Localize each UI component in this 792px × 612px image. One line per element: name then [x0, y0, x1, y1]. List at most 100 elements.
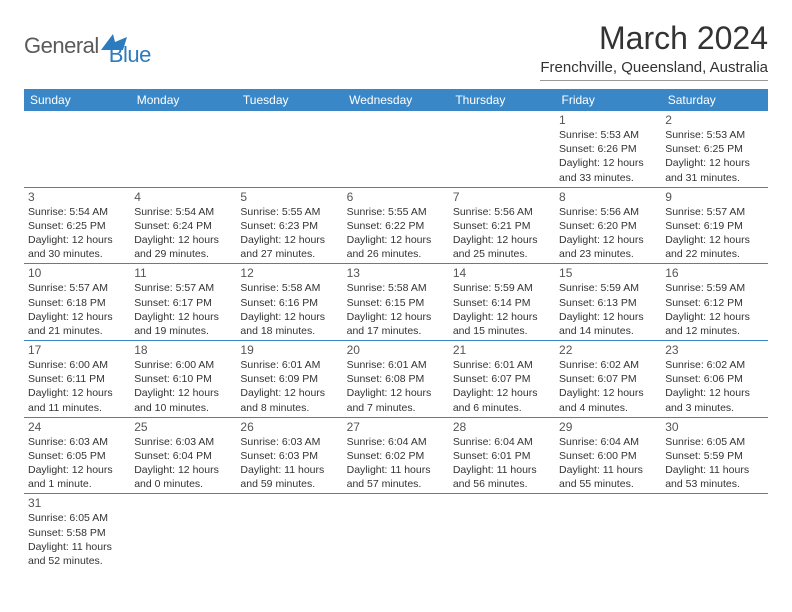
day-number: 2: [665, 113, 763, 127]
sunset-text: Sunset: 6:19 PM: [665, 219, 763, 233]
calendar-header-row: SundayMondayTuesdayWednesdayThursdayFrid…: [24, 89, 768, 111]
day-info: Sunrise: 5:57 AMSunset: 6:17 PMDaylight:…: [134, 281, 232, 338]
calendar-day-cell: [343, 494, 449, 570]
sunrise-text: Sunrise: 6:03 AM: [240, 435, 338, 449]
sunrise-text: Sunrise: 5:57 AM: [665, 205, 763, 219]
day-number: 11: [134, 266, 232, 280]
calendar-day-cell: [236, 111, 342, 187]
sunrise-text: Sunrise: 6:02 AM: [665, 358, 763, 372]
calendar-day-cell: 4Sunrise: 5:54 AMSunset: 6:24 PMDaylight…: [130, 187, 236, 264]
calendar-week-row: 10Sunrise: 5:57 AMSunset: 6:18 PMDayligh…: [24, 264, 768, 341]
sunset-text: Sunset: 6:11 PM: [28, 372, 126, 386]
daylight-text: Daylight: 12 hours and 31 minutes.: [665, 156, 763, 184]
day-info: Sunrise: 5:55 AMSunset: 6:23 PMDaylight:…: [240, 205, 338, 262]
weekday-header: Wednesday: [343, 89, 449, 111]
day-info: Sunrise: 6:00 AMSunset: 6:11 PMDaylight:…: [28, 358, 126, 415]
day-number: 28: [453, 420, 551, 434]
calendar-day-cell: 29Sunrise: 6:04 AMSunset: 6:00 PMDayligh…: [555, 417, 661, 494]
weekday-header: Monday: [130, 89, 236, 111]
sunrise-text: Sunrise: 5:59 AM: [559, 281, 657, 295]
day-info: Sunrise: 5:59 AMSunset: 6:13 PMDaylight:…: [559, 281, 657, 338]
day-number: 7: [453, 190, 551, 204]
calendar-day-cell: 24Sunrise: 6:03 AMSunset: 6:05 PMDayligh…: [24, 417, 130, 494]
calendar-day-cell: 8Sunrise: 5:56 AMSunset: 6:20 PMDaylight…: [555, 187, 661, 264]
calendar-day-cell: 12Sunrise: 5:58 AMSunset: 6:16 PMDayligh…: [236, 264, 342, 341]
day-number: 12: [240, 266, 338, 280]
sunset-text: Sunset: 6:22 PM: [347, 219, 445, 233]
calendar-day-cell: [555, 494, 661, 570]
daylight-text: Daylight: 11 hours and 56 minutes.: [453, 463, 551, 491]
day-number: 5: [240, 190, 338, 204]
calendar-day-cell: 16Sunrise: 5:59 AMSunset: 6:12 PMDayligh…: [661, 264, 767, 341]
sunrise-text: Sunrise: 5:57 AM: [28, 281, 126, 295]
sunrise-text: Sunrise: 6:04 AM: [559, 435, 657, 449]
sunrise-text: Sunrise: 5:54 AM: [28, 205, 126, 219]
daylight-text: Daylight: 12 hours and 27 minutes.: [240, 233, 338, 261]
daylight-text: Daylight: 11 hours and 52 minutes.: [28, 540, 126, 568]
daylight-text: Daylight: 12 hours and 8 minutes.: [240, 386, 338, 414]
calendar-day-cell: 14Sunrise: 5:59 AMSunset: 6:14 PMDayligh…: [449, 264, 555, 341]
day-info: Sunrise: 5:57 AMSunset: 6:18 PMDaylight:…: [28, 281, 126, 338]
weekday-header: Sunday: [24, 89, 130, 111]
calendar-day-cell: 9Sunrise: 5:57 AMSunset: 6:19 PMDaylight…: [661, 187, 767, 264]
calendar-day-cell: [449, 111, 555, 187]
calendar-day-cell: [343, 111, 449, 187]
logo: General Blue: [24, 24, 151, 68]
daylight-text: Daylight: 12 hours and 11 minutes.: [28, 386, 126, 414]
day-number: 4: [134, 190, 232, 204]
day-number: 24: [28, 420, 126, 434]
sunset-text: Sunset: 6:12 PM: [665, 296, 763, 310]
day-number: 6: [347, 190, 445, 204]
sunrise-text: Sunrise: 6:02 AM: [559, 358, 657, 372]
sunset-text: Sunset: 6:06 PM: [665, 372, 763, 386]
sunset-text: Sunset: 6:25 PM: [665, 142, 763, 156]
month-title: March 2024: [540, 20, 768, 57]
sunrise-text: Sunrise: 5:58 AM: [240, 281, 338, 295]
day-number: 17: [28, 343, 126, 357]
sunrise-text: Sunrise: 6:05 AM: [665, 435, 763, 449]
calendar-day-cell: 1Sunrise: 5:53 AMSunset: 6:26 PMDaylight…: [555, 111, 661, 187]
daylight-text: Daylight: 12 hours and 19 minutes.: [134, 310, 232, 338]
sunrise-text: Sunrise: 5:57 AM: [134, 281, 232, 295]
day-number: 13: [347, 266, 445, 280]
day-number: 3: [28, 190, 126, 204]
sunset-text: Sunset: 6:23 PM: [240, 219, 338, 233]
day-info: Sunrise: 6:01 AMSunset: 6:09 PMDaylight:…: [240, 358, 338, 415]
sunset-text: Sunset: 6:07 PM: [453, 372, 551, 386]
day-number: 9: [665, 190, 763, 204]
calendar-week-row: 17Sunrise: 6:00 AMSunset: 6:11 PMDayligh…: [24, 341, 768, 418]
calendar-day-cell: [130, 111, 236, 187]
calendar-day-cell: 25Sunrise: 6:03 AMSunset: 6:04 PMDayligh…: [130, 417, 236, 494]
calendar-day-cell: 18Sunrise: 6:00 AMSunset: 6:10 PMDayligh…: [130, 341, 236, 418]
day-info: Sunrise: 6:03 AMSunset: 6:03 PMDaylight:…: [240, 435, 338, 492]
calendar-day-cell: 6Sunrise: 5:55 AMSunset: 6:22 PMDaylight…: [343, 187, 449, 264]
sunrise-text: Sunrise: 5:55 AM: [240, 205, 338, 219]
day-number: 14: [453, 266, 551, 280]
sunrise-text: Sunrise: 6:03 AM: [28, 435, 126, 449]
sunset-text: Sunset: 6:10 PM: [134, 372, 232, 386]
sunrise-text: Sunrise: 6:04 AM: [347, 435, 445, 449]
calendar-day-cell: 10Sunrise: 5:57 AMSunset: 6:18 PMDayligh…: [24, 264, 130, 341]
sunset-text: Sunset: 6:09 PM: [240, 372, 338, 386]
sunset-text: Sunset: 6:01 PM: [453, 449, 551, 463]
day-number: 26: [240, 420, 338, 434]
calendar-day-cell: 13Sunrise: 5:58 AMSunset: 6:15 PMDayligh…: [343, 264, 449, 341]
day-number: 15: [559, 266, 657, 280]
day-number: 10: [28, 266, 126, 280]
sunset-text: Sunset: 6:07 PM: [559, 372, 657, 386]
day-info: Sunrise: 5:58 AMSunset: 6:15 PMDaylight:…: [347, 281, 445, 338]
sunset-text: Sunset: 6:16 PM: [240, 296, 338, 310]
calendar-day-cell: 19Sunrise: 6:01 AMSunset: 6:09 PMDayligh…: [236, 341, 342, 418]
daylight-text: Daylight: 12 hours and 29 minutes.: [134, 233, 232, 261]
daylight-text: Daylight: 12 hours and 4 minutes.: [559, 386, 657, 414]
day-number: 8: [559, 190, 657, 204]
day-info: Sunrise: 6:04 AMSunset: 6:02 PMDaylight:…: [347, 435, 445, 492]
daylight-text: Daylight: 11 hours and 59 minutes.: [240, 463, 338, 491]
sunrise-text: Sunrise: 5:55 AM: [347, 205, 445, 219]
day-info: Sunrise: 6:05 AMSunset: 5:59 PMDaylight:…: [665, 435, 763, 492]
day-info: Sunrise: 5:55 AMSunset: 6:22 PMDaylight:…: [347, 205, 445, 262]
day-info: Sunrise: 6:03 AMSunset: 6:05 PMDaylight:…: [28, 435, 126, 492]
sunset-text: Sunset: 6:05 PM: [28, 449, 126, 463]
daylight-text: Daylight: 12 hours and 7 minutes.: [347, 386, 445, 414]
sunset-text: Sunset: 5:58 PM: [28, 526, 126, 540]
